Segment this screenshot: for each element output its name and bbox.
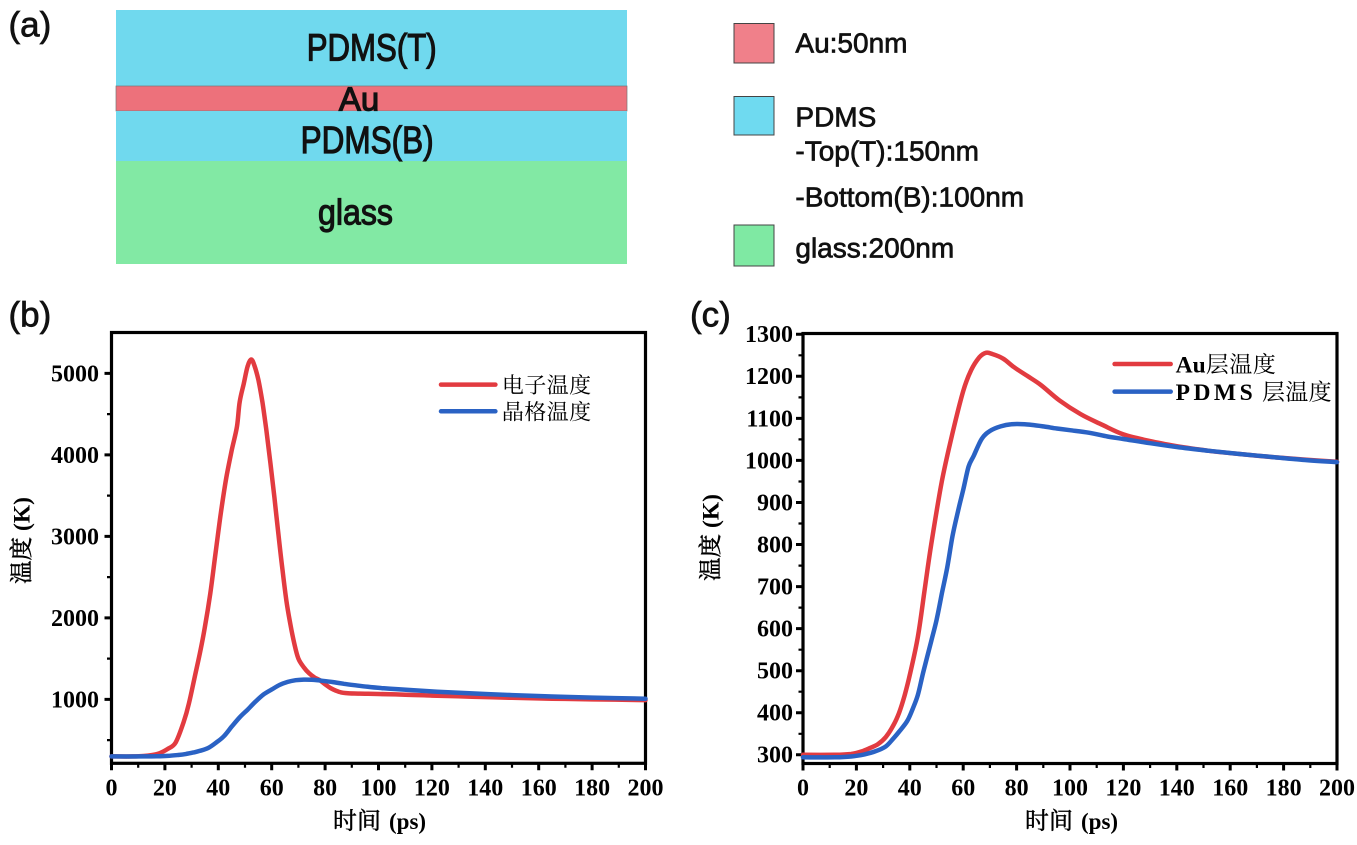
svg-text:80: 80 [1005,776,1029,802]
svg-text:glass: glass [318,192,393,233]
svg-text:120: 120 [1105,776,1141,802]
svg-text:60: 60 [260,776,284,802]
svg-text:glass:200nm: glass:200nm [795,232,954,263]
svg-text:0: 0 [797,776,809,802]
svg-text:(K): (K) [699,494,725,528]
svg-text:200: 200 [1319,776,1355,802]
svg-text:1200: 1200 [745,364,793,390]
svg-text:140: 140 [467,776,503,802]
svg-text:PDMS(T): PDMS(T) [307,27,437,69]
svg-text:(ps): (ps) [1081,809,1118,834]
svg-text:160: 160 [521,776,557,802]
svg-text:1100: 1100 [746,406,793,432]
svg-text:60: 60 [951,776,975,802]
svg-text:900: 900 [757,490,793,516]
svg-text:400: 400 [757,701,793,727]
svg-text:180: 180 [1266,776,1302,802]
svg-text:1000: 1000 [51,687,99,713]
svg-text:20: 20 [153,776,177,802]
svg-text:Au: Au [1176,352,1206,378]
svg-text:3000: 3000 [51,524,99,550]
svg-text:PDMS(B): PDMS(B) [301,120,434,162]
svg-text:800: 800 [757,532,793,558]
svg-text:120: 120 [414,776,450,802]
svg-text:0: 0 [106,776,118,802]
svg-text:300: 300 [757,743,793,769]
svg-text:PDMS: PDMS [1176,380,1257,406]
svg-text:200: 200 [628,776,664,802]
svg-text:40: 40 [206,776,230,802]
svg-text:1300: 1300 [745,322,793,348]
svg-text:Au:50nm: Au:50nm [795,27,907,58]
svg-text:20: 20 [844,776,868,802]
svg-text:40: 40 [898,776,922,802]
svg-text:500: 500 [757,659,793,685]
svg-text:(b): (b) [9,296,52,335]
svg-text:100: 100 [361,776,397,802]
svg-text:Au: Au [339,80,379,117]
svg-text:80: 80 [313,776,337,802]
svg-text:PDMS: PDMS [795,102,876,133]
svg-text:100: 100 [1052,776,1088,802]
svg-text:160: 160 [1212,776,1248,802]
svg-text:-Top(T):150nm: -Top(T):150nm [795,135,979,166]
svg-text:-Bottom(B):100nm: -Bottom(B):100nm [795,181,1024,212]
svg-text:4000: 4000 [51,443,99,469]
svg-text:(a): (a) [9,6,52,45]
svg-text:700: 700 [757,575,793,601]
svg-text:600: 600 [757,617,793,643]
svg-text:5000: 5000 [51,361,99,387]
svg-text:(c): (c) [690,296,731,335]
svg-text:1000: 1000 [745,448,793,474]
svg-text:140: 140 [1159,776,1195,802]
svg-text:(ps): (ps) [389,809,426,834]
svg-text:2000: 2000 [51,606,99,632]
svg-text:(K): (K) [10,497,36,531]
svg-text:180: 180 [574,776,610,802]
